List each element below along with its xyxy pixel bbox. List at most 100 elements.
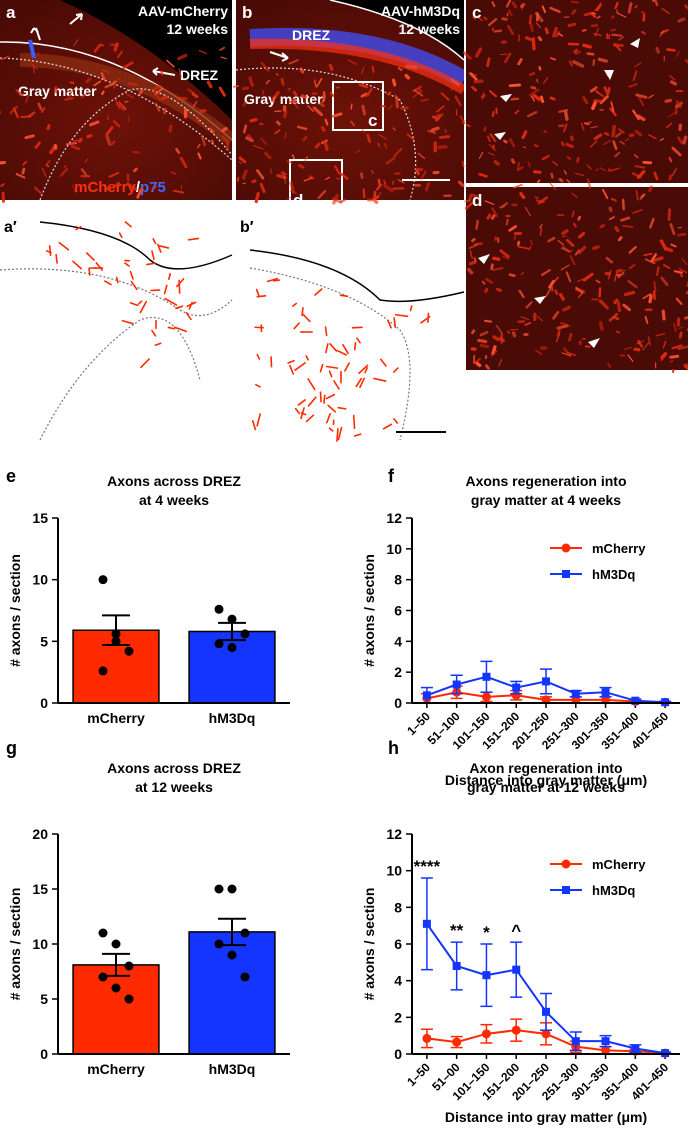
speck <box>15 173 26 179</box>
x-tick-label: mCherry <box>87 710 145 726</box>
speck <box>287 87 292 91</box>
speck <box>670 80 677 86</box>
speck <box>312 106 324 117</box>
speck <box>336 177 341 181</box>
traced-axon <box>393 418 399 424</box>
y-axis-label: # axons / section <box>7 888 23 1001</box>
speck <box>517 245 529 250</box>
speck <box>324 176 331 181</box>
speck <box>358 83 368 89</box>
speck <box>106 185 111 191</box>
speck <box>511 1 518 9</box>
speck <box>548 181 557 191</box>
speck <box>539 226 543 236</box>
speck <box>133 167 138 173</box>
traced-axon <box>358 364 369 375</box>
speck <box>642 293 652 300</box>
speck <box>298 164 305 169</box>
data-point <box>98 666 108 676</box>
speck <box>648 94 654 99</box>
data-point <box>422 691 431 700</box>
speck <box>276 120 281 126</box>
speck <box>254 192 260 204</box>
speck <box>595 279 601 284</box>
speck <box>538 66 542 71</box>
speck <box>317 190 327 199</box>
speck <box>521 130 528 140</box>
speck <box>115 102 126 111</box>
data-point <box>124 961 134 971</box>
speck <box>676 50 680 58</box>
speck <box>464 199 471 203</box>
speck <box>154 102 161 112</box>
speck <box>561 352 571 357</box>
speck <box>350 120 356 127</box>
traced-axon <box>355 377 363 388</box>
p75-stain <box>28 39 36 59</box>
traced-axon <box>255 288 260 297</box>
speck <box>221 126 228 133</box>
speck <box>675 297 683 306</box>
speck <box>594 89 599 94</box>
speck <box>125 93 135 99</box>
speck <box>516 166 524 172</box>
speck <box>632 209 643 214</box>
speck <box>383 183 394 193</box>
speck <box>668 156 673 163</box>
speck <box>566 155 572 161</box>
speck <box>274 110 282 113</box>
speck <box>598 299 609 310</box>
stain: p75 <box>140 179 166 196</box>
speck <box>669 354 680 359</box>
speck <box>593 133 603 141</box>
speck <box>471 237 476 243</box>
traced-axon <box>251 420 257 431</box>
speck <box>566 179 571 183</box>
speck <box>545 288 551 297</box>
speck <box>508 83 522 88</box>
speck <box>461 119 466 125</box>
y-tick-label: 0 <box>394 1046 402 1062</box>
speck <box>491 1 496 8</box>
speck <box>458 180 465 188</box>
speck <box>563 110 569 121</box>
traced-axon <box>48 245 52 257</box>
traced-axon <box>173 326 188 333</box>
speck <box>631 172 642 179</box>
speck <box>555 31 560 38</box>
speck <box>628 264 636 270</box>
data-point <box>452 1037 462 1047</box>
speck <box>520 316 530 321</box>
bar <box>188 630 276 704</box>
speck <box>474 361 482 368</box>
chart-title: at 4 weeks <box>139 492 209 508</box>
speck <box>508 225 518 232</box>
background <box>60 0 232 120</box>
speck <box>622 224 634 228</box>
speck <box>313 79 317 88</box>
speck <box>574 172 585 177</box>
speck <box>573 222 577 228</box>
speck <box>610 101 615 112</box>
y-tick-label: 0 <box>394 695 402 711</box>
traced-axon <box>373 377 387 382</box>
speck <box>684 364 688 371</box>
speck <box>0 183 5 188</box>
speck <box>668 75 676 81</box>
speck <box>571 192 579 199</box>
speck <box>113 42 119 52</box>
traced-axon <box>152 238 157 245</box>
speck <box>616 12 627 18</box>
panel-letter: a <box>6 3 16 22</box>
speck <box>462 51 472 60</box>
speck <box>489 133 497 143</box>
speck <box>37 52 40 56</box>
speck <box>510 158 516 164</box>
traced-axon <box>55 253 58 264</box>
data-point <box>482 971 491 980</box>
speck <box>247 134 253 140</box>
speck <box>168 124 173 133</box>
speck <box>556 329 561 338</box>
speck <box>324 118 329 126</box>
speck <box>172 189 185 194</box>
